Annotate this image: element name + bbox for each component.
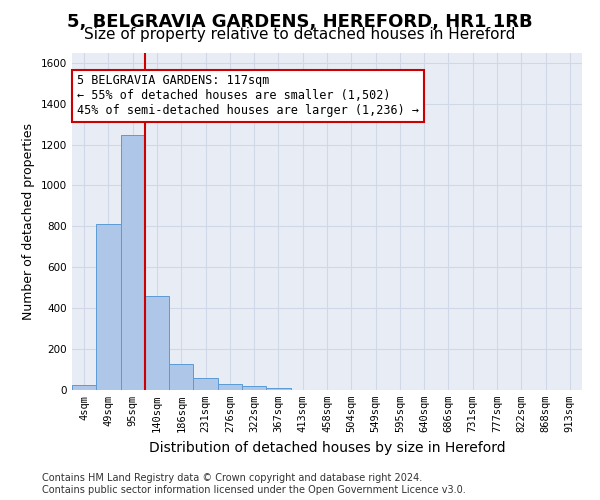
Bar: [121, 136, 145, 390]
Bar: [242, 386, 266, 390]
Text: Contains HM Land Registry data © Crown copyright and database right 2024.
Contai: Contains HM Land Registry data © Crown c…: [42, 474, 466, 495]
Text: Size of property relative to detached houses in Hereford: Size of property relative to detached ho…: [85, 28, 515, 42]
Bar: [145, 296, 169, 390]
Text: 5 BELGRAVIA GARDENS: 117sqm
← 55% of detached houses are smaller (1,502)
45% of : 5 BELGRAVIA GARDENS: 117sqm ← 55% of det…: [77, 74, 419, 118]
Bar: [96, 224, 121, 390]
Bar: [193, 378, 218, 390]
Bar: [218, 384, 242, 390]
Bar: [72, 385, 96, 390]
Bar: [266, 388, 290, 390]
X-axis label: Distribution of detached houses by size in Hereford: Distribution of detached houses by size …: [149, 440, 505, 454]
Y-axis label: Number of detached properties: Number of detached properties: [22, 122, 35, 320]
Text: 5, BELGRAVIA GARDENS, HEREFORD, HR1 1RB: 5, BELGRAVIA GARDENS, HEREFORD, HR1 1RB: [67, 12, 533, 30]
Bar: [169, 364, 193, 390]
